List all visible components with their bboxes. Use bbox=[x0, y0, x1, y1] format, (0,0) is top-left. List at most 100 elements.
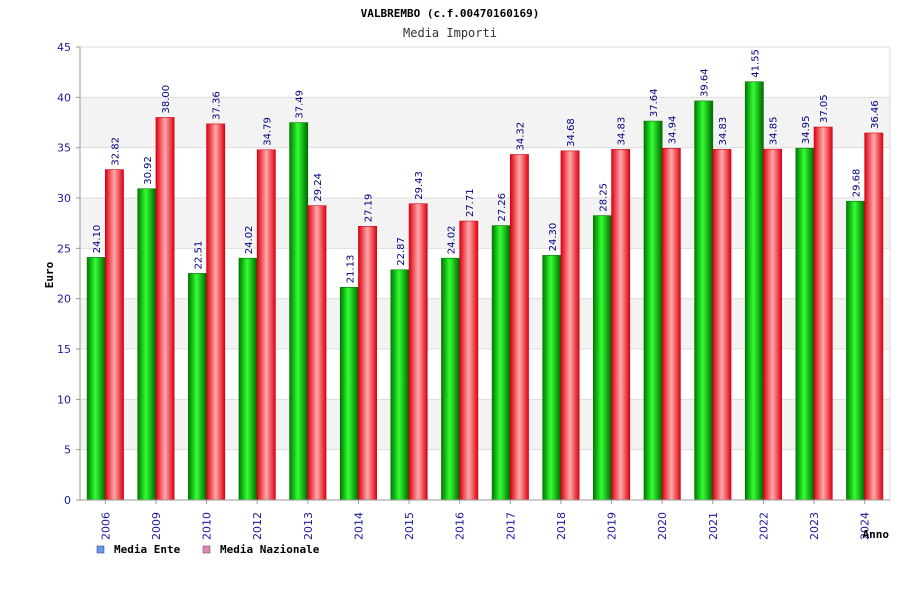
y-tick-label: 35 bbox=[57, 142, 71, 155]
data-label-media-nazionale: 37.05 bbox=[819, 94, 830, 123]
data-labels: 24.10 32.82 30.92 38.00 22.51 37.36 24.02 34.79… bbox=[92, 49, 881, 283]
bar-media-ente bbox=[137, 188, 157, 501]
data-label-media-ente: 24.02 bbox=[244, 226, 255, 255]
y-tick-label: 5 bbox=[64, 444, 71, 457]
bar-media-nazionale bbox=[105, 169, 124, 501]
bar-media-nazionale bbox=[206, 123, 226, 501]
x-tick-label: 2015 bbox=[403, 512, 416, 540]
data-label-media-ente: 37.49 bbox=[295, 90, 306, 119]
legend-swatch-media-nazionale bbox=[202, 545, 211, 554]
y-tick-label: 30 bbox=[57, 192, 71, 205]
bar-media-ente bbox=[238, 257, 258, 501]
bar-media-ente bbox=[339, 286, 359, 501]
bar-media-nazionale bbox=[358, 225, 377, 501]
data-label-media-nazionale: 34.94 bbox=[667, 116, 678, 145]
x-tick-label: 2010 bbox=[201, 512, 214, 540]
data-label-media-nazionale: 27.71 bbox=[465, 188, 476, 217]
data-label-media-nazionale: 34.79 bbox=[262, 117, 273, 146]
x-tick-label: 2024 bbox=[859, 512, 872, 540]
data-label-media-ente: 21.13 bbox=[345, 255, 356, 284]
data-label-media-nazionale: 27.19 bbox=[364, 194, 375, 223]
bar-media-nazionale bbox=[307, 205, 327, 501]
chart-subtitle: Media Importi bbox=[403, 26, 497, 40]
bar-media-nazionale bbox=[864, 132, 884, 501]
data-label-media-nazionale: 32.82 bbox=[110, 137, 121, 166]
data-label-media-nazionale: 37.36 bbox=[212, 91, 223, 120]
bar-media-ente bbox=[593, 215, 612, 501]
x-tick-label: 2022 bbox=[757, 512, 770, 540]
x-tick-label: 2006 bbox=[99, 512, 112, 540]
bar-media-nazionale bbox=[611, 149, 631, 501]
x-tick-label: 2012 bbox=[251, 512, 264, 540]
x-tick-label: 2014 bbox=[352, 512, 365, 540]
x-tick-label: 2013 bbox=[302, 512, 315, 540]
y-tick-label: 15 bbox=[57, 343, 71, 356]
data-label-media-nazionale: 29.24 bbox=[313, 173, 324, 202]
bar-media-ente bbox=[542, 255, 562, 501]
data-label-media-nazionale: 36.46 bbox=[870, 100, 881, 129]
x-tick-label: 2018 bbox=[555, 512, 568, 540]
y-tick-label: 40 bbox=[57, 91, 71, 104]
data-label-media-nazionale: 34.85 bbox=[769, 117, 780, 146]
legend-swatch-media-ente bbox=[96, 545, 105, 554]
bar-media-nazionale bbox=[408, 203, 428, 501]
bar-media-ente bbox=[188, 273, 207, 501]
y-tick-label: 10 bbox=[57, 393, 71, 406]
bar-media-ente bbox=[846, 200, 865, 501]
x-tick-label: 2023 bbox=[808, 512, 821, 540]
legend: Media Ente Media Nazionale bbox=[96, 543, 320, 556]
data-label-media-nazionale: 34.32 bbox=[515, 122, 526, 151]
data-label-media-ente: 22.51 bbox=[193, 241, 204, 270]
data-label-media-ente: 22.87 bbox=[396, 237, 407, 266]
bar-media-nazionale bbox=[560, 150, 580, 501]
x-axis-label: Anno bbox=[863, 528, 890, 541]
data-label-media-nazionale: 34.83 bbox=[718, 117, 729, 146]
data-label-media-ente: 24.10 bbox=[92, 225, 103, 254]
bar-media-nazionale bbox=[510, 154, 529, 501]
data-label-media-nazionale: 34.83 bbox=[617, 117, 628, 146]
bar-media-nazionale bbox=[661, 147, 681, 501]
y-tick-label: 20 bbox=[57, 293, 71, 306]
bar-media-ente bbox=[289, 122, 309, 501]
bar-media-ente bbox=[643, 120, 663, 501]
data-label-media-ente: 24.02 bbox=[447, 226, 458, 255]
x-tick-label: 2019 bbox=[606, 512, 619, 540]
bar-media-nazionale bbox=[459, 220, 479, 501]
data-label-media-nazionale: 29.43 bbox=[414, 171, 425, 200]
bar-media-nazionale bbox=[763, 148, 782, 501]
data-label-media-ente: 28.25 bbox=[598, 183, 609, 212]
data-label-media-ente: 41.55 bbox=[750, 49, 761, 78]
bar-media-ente bbox=[390, 269, 410, 501]
data-label-media-nazionale: 34.68 bbox=[566, 118, 577, 147]
y-axis-label: Euro bbox=[43, 261, 56, 288]
data-label-media-nazionale: 38.00 bbox=[161, 85, 172, 114]
data-label-media-ente: 29.68 bbox=[852, 169, 863, 198]
bar-media-ente bbox=[795, 147, 815, 501]
bar-media-nazionale bbox=[813, 126, 833, 501]
x-tick-label: 2020 bbox=[656, 512, 669, 540]
bar-media-ente bbox=[86, 257, 106, 501]
y-axis-ticks: 0 5 10 15 20 25 30 35 40 45 bbox=[57, 41, 80, 507]
bar-media-nazionale bbox=[155, 117, 175, 501]
bar-media-nazionale bbox=[712, 149, 732, 501]
legend-label-media-nazionale: Media Nazionale bbox=[220, 543, 320, 556]
data-label-media-ente: 30.92 bbox=[143, 156, 154, 185]
data-label-media-ente: 24.30 bbox=[548, 223, 559, 252]
chart-title: VALBREMBO (c.f.00470160169) bbox=[361, 7, 540, 20]
bar-media-ente bbox=[441, 257, 460, 501]
data-label-media-ente: 27.26 bbox=[497, 193, 508, 222]
bar-media-ente bbox=[491, 225, 511, 501]
bar-media-ente bbox=[694, 100, 714, 501]
data-label-media-ente: 39.64 bbox=[700, 68, 711, 97]
x-tick-label: 2017 bbox=[504, 512, 517, 540]
plot-band bbox=[80, 47, 890, 98]
y-tick-label: 45 bbox=[57, 41, 71, 54]
x-axis-ticks: 2006 2009 2010 2012 2013 2014 2015 2016 2017 2018… bbox=[99, 500, 872, 540]
bar-media-nazionale bbox=[256, 149, 276, 501]
x-tick-label: 2016 bbox=[454, 512, 467, 540]
bar-media-ente bbox=[744, 81, 764, 501]
x-tick-label: 2021 bbox=[707, 512, 720, 540]
y-tick-label: 25 bbox=[57, 242, 71, 255]
data-label-media-ente: 37.64 bbox=[649, 88, 660, 117]
